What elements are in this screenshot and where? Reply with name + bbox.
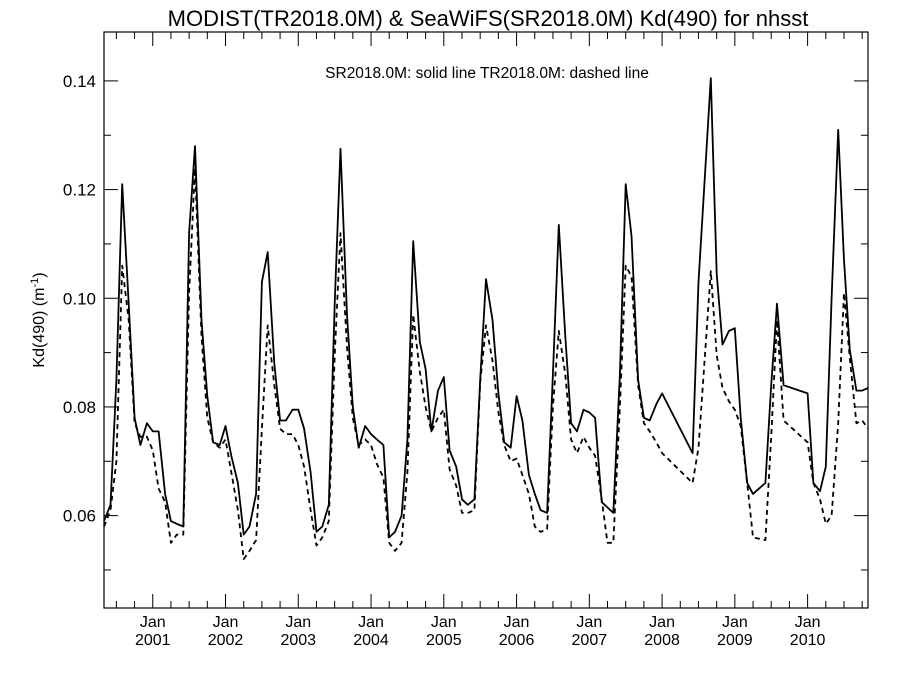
x-tick-year-label: 2007 — [572, 632, 608, 649]
series-layer — [103, 77, 869, 560]
x-tick-year-label: 2009 — [717, 632, 753, 649]
x-tick-year-label: 2008 — [644, 632, 680, 649]
x-tick-month-label: Jan — [649, 614, 675, 631]
axis-tick-labels: 0.060.080.100.120.14Jan2001Jan2002Jan200… — [63, 72, 826, 649]
y-axis-label-text: Kd(490) (m — [31, 288, 48, 368]
x-tick-month-label: Jan — [285, 614, 311, 631]
x-tick-year-label: 2003 — [280, 632, 316, 649]
x-tick-year-label: 2002 — [208, 632, 244, 649]
legend-annotation: SR2018.0M: solid line TR2018.0M: dashed … — [325, 65, 649, 82]
x-tick-year-label: 2005 — [426, 632, 462, 649]
axis-ticks — [104, 32, 868, 608]
x-tick-month-label: Jan — [795, 614, 821, 631]
x-tick-year-label: 2001 — [135, 632, 171, 649]
chart-title: MODIST(TR2018.0M) & SeaWiFS(SR2018.0M) K… — [168, 6, 809, 31]
y-tick-label: 0.08 — [63, 398, 96, 417]
x-tick-year-label: 2004 — [353, 632, 389, 649]
x-tick-month-label: Jan — [431, 614, 457, 631]
y-tick-label: 0.14 — [63, 72, 96, 91]
y-tick-label: 0.06 — [63, 507, 96, 526]
y-axis-label-close: ) — [31, 272, 48, 277]
x-tick-month-label: Jan — [213, 614, 239, 631]
x-tick-month-label: Jan — [576, 614, 602, 631]
x-tick-year-label: 2006 — [499, 632, 535, 649]
series-line-tr2018-0m — [103, 166, 869, 560]
x-tick-year-label: 2010 — [790, 632, 826, 649]
y-axis-label-exponent: -1 — [29, 278, 41, 288]
plot-frame — [103, 31, 869, 609]
y-axis-label: Kd(490) (m-1) — [29, 272, 48, 367]
series-line-sr2018-0m — [103, 77, 869, 539]
x-tick-month-label: Jan — [358, 614, 384, 631]
y-tick-label: 0.12 — [63, 181, 96, 200]
x-tick-month-label: Jan — [722, 614, 748, 631]
x-tick-month-label: Jan — [504, 614, 530, 631]
y-tick-label: 0.10 — [63, 289, 96, 308]
x-tick-month-label: Jan — [140, 614, 166, 631]
